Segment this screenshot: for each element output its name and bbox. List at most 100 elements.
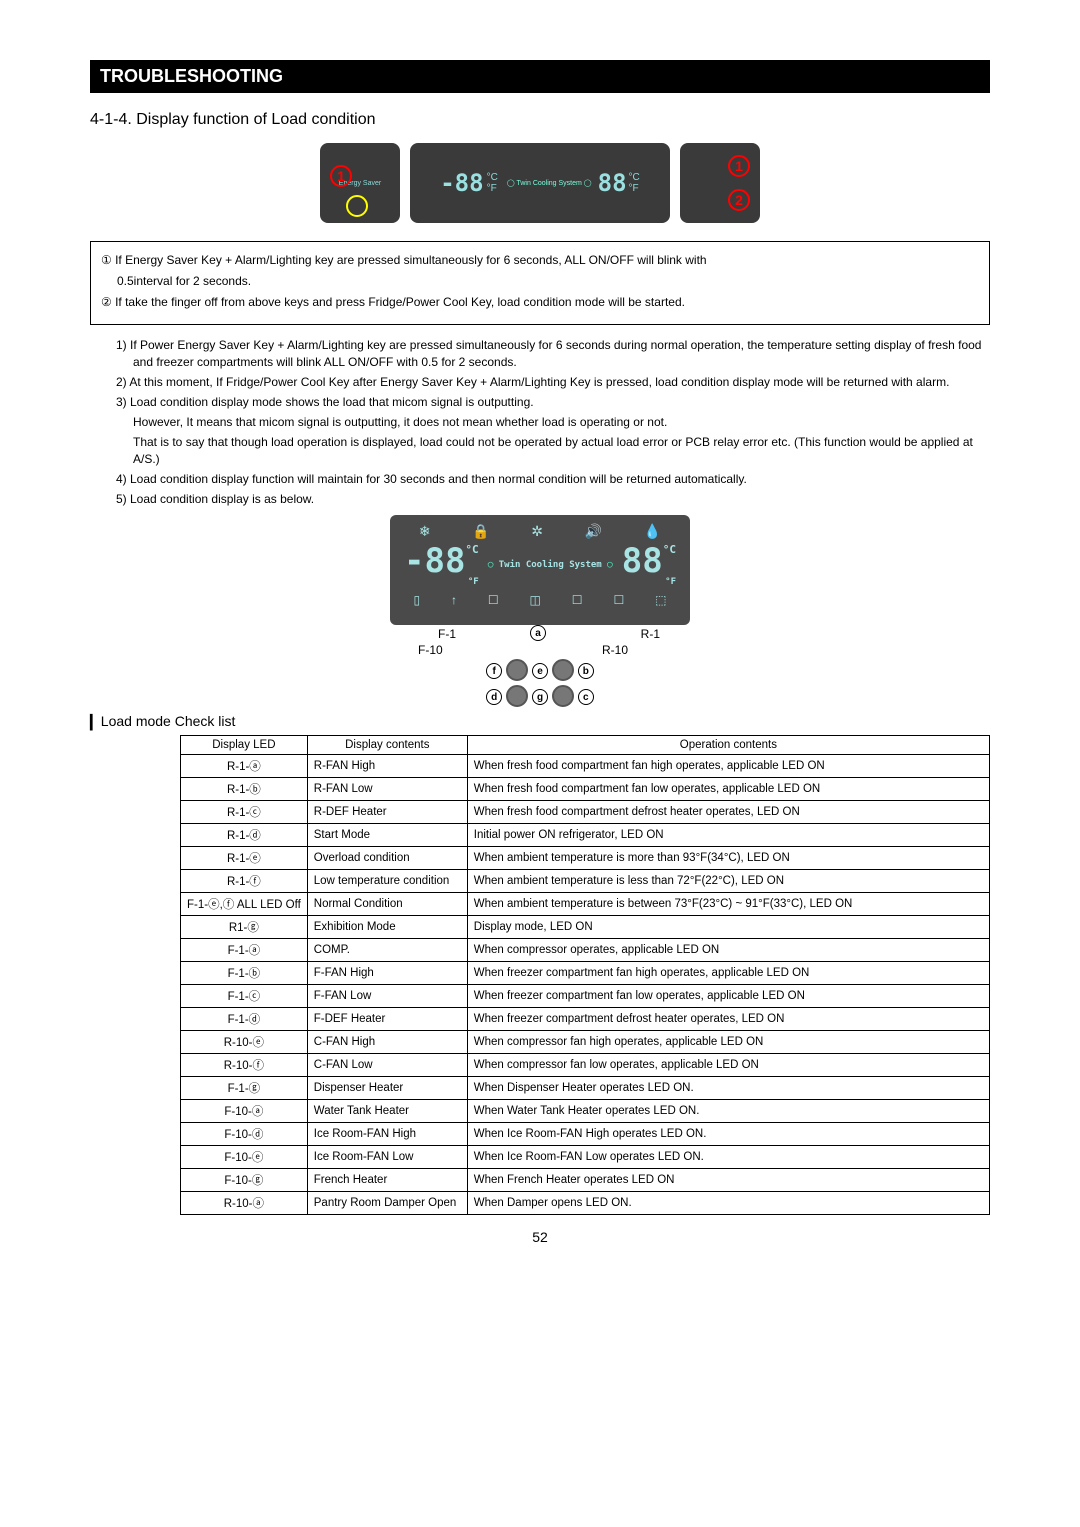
th-op: Operation contents	[467, 735, 989, 754]
cell-disp: Dispenser Heater	[307, 1076, 467, 1099]
table-row: F-10-ⓖFrench HeaterWhen French Heater op…	[181, 1168, 990, 1191]
button-1-icon	[506, 659, 528, 681]
note-text-1b: 0.5interval for 2 seconds.	[117, 274, 251, 288]
table-row: R-1-ⓓStart ModeInitial power ON refriger…	[181, 823, 990, 846]
circle-c: c	[578, 689, 594, 705]
cell-led: R-10-ⓔ	[181, 1030, 308, 1053]
table-wrap: Display LED Display contents Operation c…	[90, 735, 990, 1215]
panel-center-seg-left: -88	[440, 169, 483, 197]
label-r10: R-10	[602, 643, 628, 657]
cell-led: F-10-ⓖ	[181, 1168, 308, 1191]
table-row: F-10-ⓓIce Room-FAN HighWhen Ice Room-FAN…	[181, 1122, 990, 1145]
drop-icon: 💧	[644, 523, 661, 540]
cell-disp: C-FAN High	[307, 1030, 467, 1053]
panel-right: 1 2	[680, 143, 760, 223]
lcd-seg-left: -88	[404, 541, 465, 581]
cell-led: F-10-ⓓ	[181, 1122, 308, 1145]
step-3a: 3) Load condition display mode shows the…	[116, 394, 990, 410]
panel-center-unit-right: °C°F	[629, 172, 640, 194]
cell-led: R-1-ⓒ	[181, 800, 308, 823]
cell-op: When fresh food compartment fan low oper…	[467, 777, 989, 800]
table-row: R-1-ⓑR-FAN LowWhen fresh food compartmen…	[181, 777, 990, 800]
cell-led: R-1-ⓑ	[181, 777, 308, 800]
cell-led: F-1-ⓔ,ⓕ ALL LED Off	[181, 892, 308, 915]
circle-hollow-left	[346, 195, 368, 217]
step-1: 1) If Power Energy Saver Key + Alarm/Lig…	[116, 337, 990, 369]
cell-op: When compressor operates, applicable LED…	[467, 938, 989, 961]
lcd-panel: ❄ 🔒 ✲ 🔊 💧 -88°C °F ◯ Twin Cooling System…	[390, 515, 690, 625]
label-r1: R-1	[641, 627, 660, 641]
cell-led: F-1-ⓐ	[181, 938, 308, 961]
step-3c: That is to say that though load operatio…	[116, 434, 990, 466]
lcd-unit-left: °C	[465, 543, 478, 556]
cell-led: F-10-ⓔ	[181, 1145, 308, 1168]
cell-disp: C-FAN Low	[307, 1053, 467, 1076]
snowflake-icon: ❄	[419, 523, 431, 540]
step-3b: However, It means that micom signal is o…	[116, 414, 990, 430]
circle-1-left: 1	[330, 165, 352, 187]
cell-op: When compressor fan high operates, appli…	[467, 1030, 989, 1053]
step-2: 2) At this moment, If Fridge/Power Cool …	[116, 374, 990, 390]
note-line-2: ② If take the finger off from above keys…	[101, 294, 979, 311]
note-box: ① If Energy Saver Key + Alarm/Lighting k…	[90, 241, 990, 325]
lcd-seg-right-wrap: 88°C °F	[622, 544, 676, 587]
table-header-row: Display LED Display contents Operation c…	[181, 735, 990, 754]
cell-op: When Water Tank Heater operates LED ON.	[467, 1099, 989, 1122]
circle-b: b	[578, 663, 594, 679]
note-text-2: If take the finger off from above keys a…	[112, 295, 685, 309]
lock-icon: 🔒	[472, 523, 489, 540]
cell-led: R-1-ⓐ	[181, 754, 308, 777]
lcd-seg-left-wrap: -88°C °F	[404, 544, 479, 587]
th-led: Display LED	[181, 735, 308, 754]
cell-disp: F-FAN High	[307, 961, 467, 984]
load-table: Display LED Display contents Operation c…	[180, 735, 990, 1215]
cell-op: When ambient temperature is between 73°F…	[467, 892, 989, 915]
bottom-icon-3: ☐	[488, 593, 499, 607]
cell-disp: COMP.	[307, 938, 467, 961]
table-row: F-1-ⓐCOMP.When compressor operates, appl…	[181, 938, 990, 961]
table-row: R-10-ⓔC-FAN HighWhen compressor fan high…	[181, 1030, 990, 1053]
section-title: 4-1-4. Display function of Load conditio…	[90, 111, 990, 129]
panel-left: Energy Saver 1	[320, 143, 400, 223]
bottom-icon-7: ⬚	[655, 593, 666, 607]
lcd-bottom-btns: f e b	[486, 659, 594, 681]
label-f10: F-10	[418, 643, 443, 657]
table-row: F-1-ⓒF-FAN LowWhen freezer compartment f…	[181, 984, 990, 1007]
title-bar: TROUBLESHOOTING	[90, 60, 990, 93]
cell-op: When fresh food compartment defrost heat…	[467, 800, 989, 823]
cell-disp: Exhibition Mode	[307, 915, 467, 938]
lcd-mid-text: Twin Cooling System	[499, 560, 602, 570]
table-row: F-1-ⓓF-DEF HeaterWhen freezer compartmen…	[181, 1007, 990, 1030]
table-row: F-10-ⓔIce Room-FAN LowWhen Ice Room-FAN …	[181, 1145, 990, 1168]
circle-1-right: 1	[728, 155, 750, 177]
table-row: R1-ⓖExhibition ModeDisplay mode, LED ON	[181, 915, 990, 938]
panel-center-seg-right: 88	[598, 169, 627, 197]
title-text: TROUBLESHOOTING	[100, 66, 283, 86]
panel-center-unit-left: °C°F	[487, 172, 498, 194]
bottom-icon-4: ◫	[530, 593, 541, 607]
cell-op: When Dispenser Heater operates LED ON.	[467, 1076, 989, 1099]
cell-led: R-1-ⓔ	[181, 846, 308, 869]
table-row: R-1-ⓔOverload conditionWhen ambient temp…	[181, 846, 990, 869]
table-row: R-10-ⓐPantry Room Damper OpenWhen Damper…	[181, 1191, 990, 1214]
note-line-1b: 0.5interval for 2 seconds.	[101, 273, 979, 290]
note-num-2: ②	[101, 295, 112, 309]
cell-op: When freezer compartment fan high operat…	[467, 961, 989, 984]
table-row: R-1-ⓕLow temperature conditionWhen ambie…	[181, 869, 990, 892]
lcd-unit-right: °C	[663, 543, 676, 556]
cell-led: F-10-ⓐ	[181, 1099, 308, 1122]
table-row: R-10-ⓕC-FAN LowWhen compressor fan low o…	[181, 1053, 990, 1076]
cell-op: When Damper opens LED ON.	[467, 1191, 989, 1214]
cell-disp: F-DEF Heater	[307, 1007, 467, 1030]
cell-disp: French Heater	[307, 1168, 467, 1191]
cell-op: When freezer compartment fan low operate…	[467, 984, 989, 1007]
bottom-icon-2: ↑	[451, 593, 457, 607]
step-4: 4) Load condition display function will …	[116, 471, 990, 487]
circle-2-right: 2	[728, 189, 750, 211]
cell-disp: Ice Room-FAN High	[307, 1122, 467, 1145]
bottom-icon-1: ▯	[413, 593, 420, 607]
cell-disp: Start Mode	[307, 823, 467, 846]
fan-icon: ✲	[531, 523, 543, 540]
panel-center: -88 °C°F ◯ Twin Cooling System ◯ 88 °C°F	[410, 143, 670, 223]
lcd-arrows: F-1 F-10 R-1 R-10 a	[390, 625, 690, 657]
